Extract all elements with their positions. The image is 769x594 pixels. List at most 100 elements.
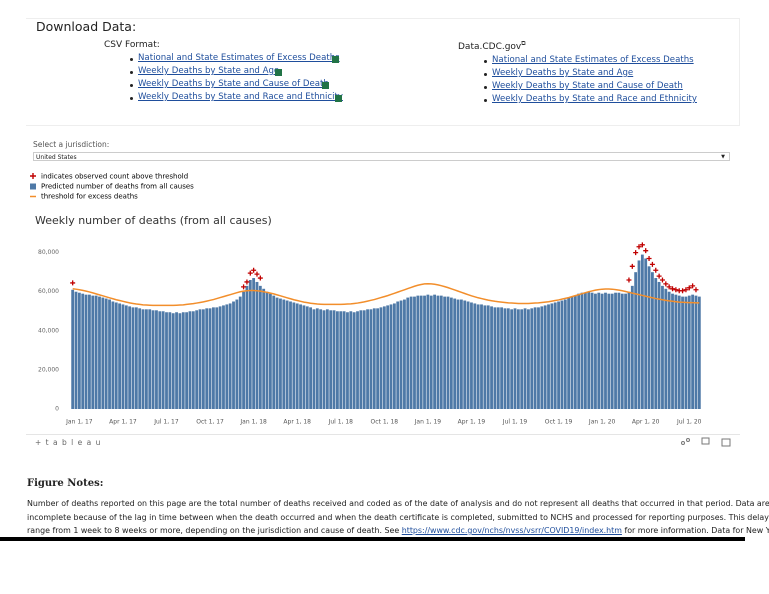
legend-label: indicates observed count above threshold [41,173,188,181]
plus-marker [686,285,692,291]
bullet [484,86,487,89]
jurisdiction-select[interactable]: United States ▼ [33,152,730,161]
bar [416,295,420,409]
bullet [130,71,133,74]
cdc-label-text: Data.CDC.gov [458,42,522,52]
bar [459,299,463,409]
plus-marker [693,287,699,293]
bar [480,304,483,409]
notes-line: incomplete because of the lag in time be… [27,513,769,522]
legend-label: threshold for excess deaths [41,193,138,201]
bar [470,302,473,409]
bar [610,293,614,409]
tableau-brand[interactable]: + t a b l e a u [35,438,102,447]
jurisdiction-value: United States [36,154,77,161]
bar [222,305,225,409]
plus-marker [656,273,662,279]
bar [550,303,554,409]
bar [681,296,684,409]
bar [181,312,185,409]
bar [382,306,386,409]
bar [496,307,500,409]
y-tick-label: 60,000 [38,288,59,295]
bar [426,294,430,409]
bullet [484,99,487,102]
bar [647,266,651,409]
bar [228,303,232,409]
fullscreen-icon[interactable] [721,438,731,447]
download-icon[interactable] [701,437,710,445]
bar [255,281,259,409]
plus-marker [244,279,250,285]
bar [245,285,249,409]
bar [473,303,477,409]
bar [268,293,272,409]
share-icon[interactable] [681,441,685,445]
bar [493,307,497,409]
plus-marker [70,280,76,286]
bar [691,294,695,409]
csv-link[interactable]: National and State Estimates of Excess D… [138,53,340,63]
bar [309,307,313,409]
csv-link[interactable]: Weekly Deaths by State and Age [138,66,280,76]
bar [275,297,279,409]
bar [634,272,638,409]
x-tick-label: Oct 1, 17 [196,419,224,426]
plus-marker [643,248,649,254]
x-tick-label: Oct 1, 19 [545,419,573,426]
bar [101,297,105,409]
bar [185,312,189,409]
bar [446,296,450,409]
bar [490,306,493,409]
plus-marker [673,287,679,293]
bar [188,311,192,409]
plus-marker [680,288,686,294]
chart: Weekly number of deaths (from all causes… [35,214,702,426]
cdc-link[interactable]: National and State Estimates of Excess D… [492,55,694,65]
bar [332,310,336,409]
csv-link[interactable]: Weekly Deaths by State and Race and Ethn… [138,92,343,102]
bar [121,304,125,409]
bar [399,300,403,409]
bar [238,296,242,409]
notes-link[interactable]: https://www.cdc.gov/nchs/nvss/vsrr/COVID… [401,526,622,535]
bar [88,294,91,409]
bar [155,310,158,409]
plus-marker [251,267,257,273]
bar [403,299,406,409]
bar [144,309,148,409]
bar [466,301,470,409]
legend-swatch [30,183,36,190]
bar [449,297,453,409]
bar [325,309,329,409]
y-tick-label: 0 [55,406,59,413]
bar [513,308,517,409]
bar [212,307,215,409]
cdc-label: Data.CDC.gov⧉ [458,40,526,52]
bar [71,289,75,409]
share-icon-part [686,438,690,442]
cdc-link[interactable]: Weekly Deaths by State and Age [492,68,634,78]
bar [506,308,510,409]
bar [600,293,604,409]
bar [322,310,326,409]
cdc-link[interactable]: Weekly Deaths by State and Race and Ethn… [492,94,697,104]
bar [201,309,205,409]
plus-marker [653,267,659,273]
bar [543,305,547,409]
bar [205,308,209,409]
jurisdiction-label: Select a jurisdiction: [33,140,110,149]
toolbar-icons [681,437,731,447]
bar [74,291,78,409]
bar [687,295,691,409]
x-tick-label: Jan 1, 17 [65,419,93,426]
bar [413,296,416,409]
bar [342,311,346,409]
cdc-link[interactable]: Weekly Deaths by State and Cause of Deat… [492,81,683,91]
x-tick-label: Jan 1, 18 [239,419,267,426]
bar [604,292,607,409]
plus-marker [257,275,263,281]
bar [336,311,339,409]
csv-link[interactable]: Weekly Deaths by State and Cause of Deat… [138,79,329,89]
bar [540,306,544,409]
